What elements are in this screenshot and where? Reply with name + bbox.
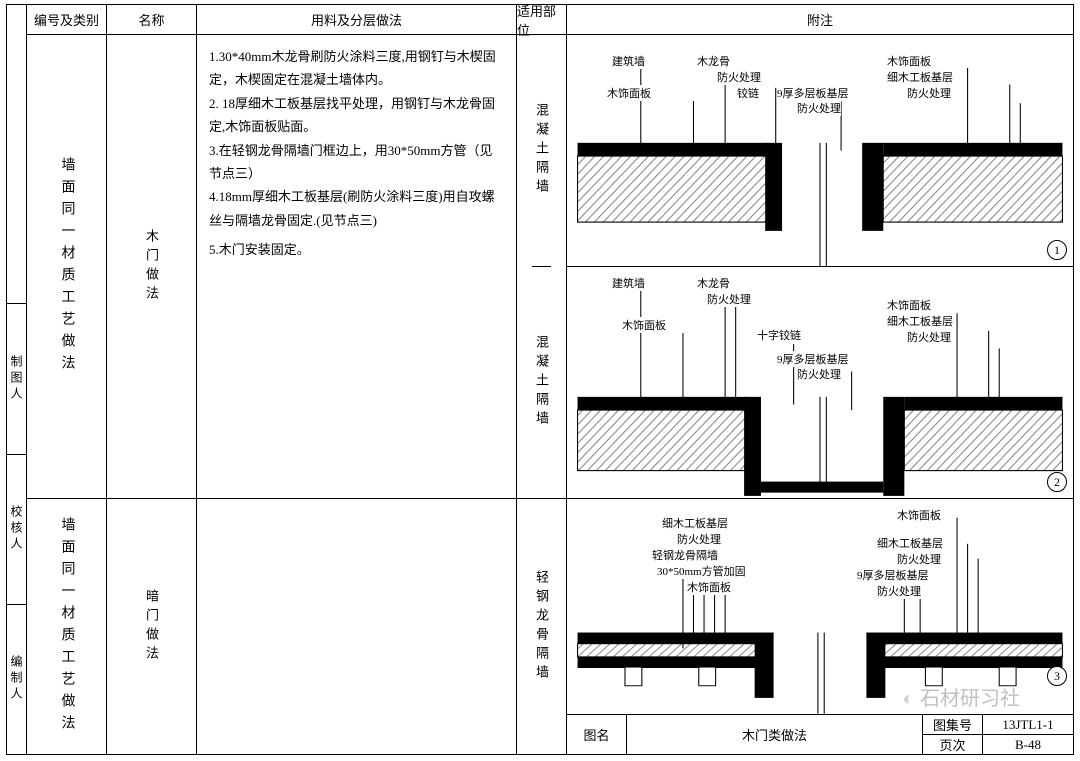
name-cell-2: 暗门做法 [107,499,197,754]
lbl: 9厚多层板基层 [777,85,849,101]
header-method: 用料及分层做法 [197,5,517,34]
header-category: 编号及类别 [27,5,107,34]
method-cell-2 [197,499,517,754]
side-cell [7,5,26,303]
table-header: 编号及类别 名称 用料及分层做法 适用部位 附注 [27,5,1073,35]
setpage-values: 13JTL1-1 B-48 [983,715,1073,754]
lbl: 细木工板基层 [887,313,953,329]
lbl: 十字铰链 [757,327,801,343]
header-appendix: 附注 [567,5,1073,34]
appendix-upper: 建筑墙 木龙骨 木饰面板 防火处理 细木工板基层 木饰面板 铰链 9厚多层板基层… [567,35,1073,498]
lbl: 细木工板基层 [877,535,943,551]
spec-row-upper: 墙面同一材质工艺做法 木门做法 1.30*40mm木龙骨刷防火涂料三度,用钢钉与… [27,35,1073,499]
applicable-1: 混凝土隔墙 [532,103,551,198]
category-cell-2: 墙面同一材质工艺做法 [27,499,107,754]
lbl: 木饰面板 [887,297,931,313]
lbl: 木龙骨 [697,275,730,291]
applicable-2: 混凝土隔墙 [532,335,551,430]
category-cell-1: 墙面同一材质工艺做法 [27,35,107,498]
lbl: 30*50mm方管加固 [657,563,746,579]
lbl: 9厚多层板基层 [777,351,849,367]
lbl: 防火处理 [797,366,841,382]
lbl: 铰链 [737,85,759,101]
lbl: 防火处理 [877,583,921,599]
side-cell-1: 制图人 [7,303,26,453]
lbl: 9厚多层板基层 [857,567,929,583]
lbl: 细木工板基层 [662,515,728,531]
title-block: 图名 木门类做法 图集号 页次 13JTL1-1 B-48 [567,714,1073,754]
figname-label: 图名 [567,715,627,754]
lbl: 轻钢龙骨隔墙 [652,547,718,563]
method-item: 2. 18厚细木工板基层找平处理，用钢钉与木龙骨固定,木饰面板贴面。 [209,92,504,139]
lbl: 防火处理 [907,329,951,345]
lbl: 防火处理 [897,551,941,567]
diagram-1: 建筑墙 木龙骨 木饰面板 防火处理 细木工板基层 木饰面板 铰链 9厚多层板基层… [567,35,1073,267]
lbl: 建筑墙 [612,275,645,291]
lbl: 防火处理 [907,85,951,101]
lbl: 防火处理 [797,100,841,116]
diagram-2: 建筑墙 木龙骨 防火处理 木饰面板 木饰面板 细木工板基层 十字铰链 防火处理 … [567,267,1073,498]
lbl: 细木工板基层 [887,69,953,85]
watermark: ◐ 石材研习社 [902,682,1020,711]
lbl: 木龙骨 [697,53,730,69]
setpage-labels: 图集号 页次 [923,715,983,754]
lbl: 木饰面板 [887,53,931,69]
method-item: 3.在轻钢龙骨隔墙门框边上，用30*50mm方管（见节点三） [209,139,504,186]
side-cell-2: 校核人 [7,454,26,604]
lbl: 防火处理 [717,69,761,85]
spec-row-lower: 墙面同一材质工艺做法 暗门做法 轻钢龙骨隔墙 [27,499,1073,754]
method-item: 1.30*40mm木龙骨刷防火涂料三度,用钢钉与木楔固定，木楔固定在混凝土墙体内… [209,45,504,92]
lbl: 木饰面板 [897,507,941,523]
applicable-stack: 混凝土隔墙 混凝土隔墙 [517,35,567,498]
header-applicable: 适用部位 [517,5,567,34]
method-list: 1.30*40mm木龙骨刷防火涂料三度,用钢钉与木楔固定，木楔固定在混凝土墙体内… [197,35,516,272]
header-name: 名称 [107,5,197,34]
method-item: 5.木门安装固定。 [209,238,504,261]
applicable-3: 轻钢龙骨隔墙 [517,499,567,754]
lbl: 建筑墙 [612,53,645,69]
lbl: 防火处理 [677,531,721,547]
method-cell-1: 1.30*40mm木龙骨刷防火涂料三度,用钢钉与木楔固定，木楔固定在混凝土墙体内… [197,35,517,498]
name-cell-1: 木门做法 [107,35,197,498]
lbl: 防火处理 [707,291,751,307]
diagram-number-1: 1 [1047,240,1067,260]
side-cell-3: 编制人 [7,604,26,754]
figname: 木门类做法 [627,715,923,754]
lbl: 木饰面板 [687,579,731,595]
lbl: 木饰面板 [622,317,666,333]
diagram-number-3: 3 [1047,666,1067,686]
method-item: 4.18mm厚细木工板基层(刷防火涂料三度)用自攻螺丝与隔墙龙骨固定.(见节点三… [209,185,504,232]
appendix-lower: 细木工板基层 木饰面板 防火处理 轻钢龙骨隔墙 细木工板基层 30*50mm方管… [567,499,1073,754]
sidebar: 制图人 校核人 编制人 [7,5,27,754]
lbl: 木饰面板 [607,85,651,101]
